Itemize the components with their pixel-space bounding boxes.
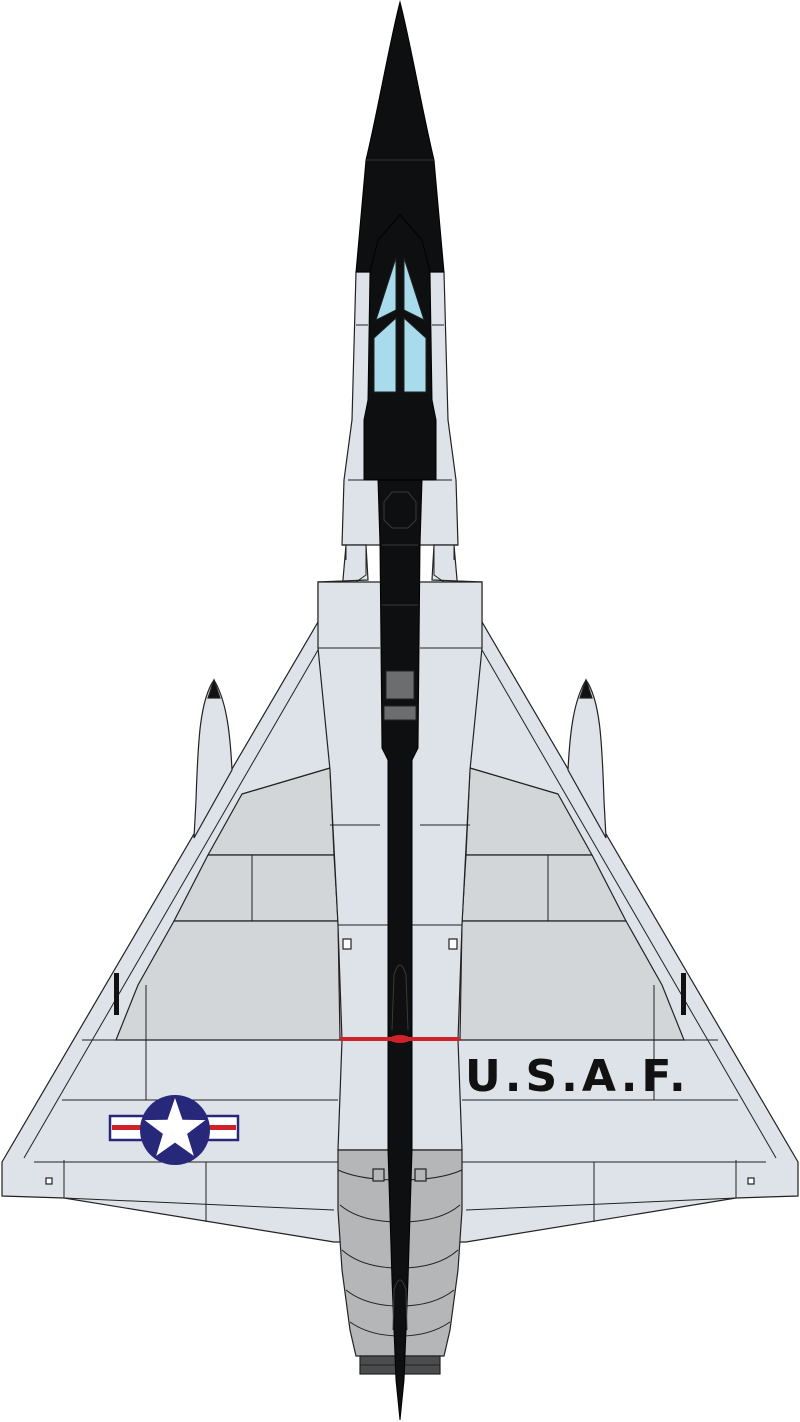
spine-hatch	[383, 491, 417, 529]
spine-antenna-rear	[392, 1279, 408, 1331]
roundel-star-icon	[144, 1098, 206, 1156]
usaf-roundel	[108, 1095, 240, 1165]
wing-pod-right-tip	[579, 678, 593, 699]
wing-pods	[193, 678, 607, 839]
access-panel-left	[342, 938, 352, 950]
canopy-glass-right	[403, 257, 425, 321]
spine-panel-1	[385, 670, 415, 700]
wing-fence-left	[114, 973, 119, 1015]
spine	[355, 0, 445, 1421]
spine-panel-2	[383, 705, 417, 721]
wing-pod-left-tip	[207, 678, 221, 699]
wing-pod-right	[567, 678, 607, 839]
access-panel-right	[448, 938, 458, 950]
wing-pod-left	[193, 678, 233, 839]
canopy-glass	[375, 257, 397, 321]
canopy-rear-right	[403, 316, 427, 393]
spine-antenna	[391, 964, 409, 1031]
wing-fence-right	[681, 973, 686, 1015]
wing-panel-lines	[23, 649, 777, 1222]
red-stripe	[340, 1035, 460, 1043]
wingtip-light-left	[45, 1177, 53, 1185]
canopy-rear	[373, 316, 397, 393]
cockpit-frame	[363, 214, 437, 481]
wingtip-light-right	[747, 1177, 755, 1185]
exhaust-panel-left	[372, 1168, 385, 1182]
usaf-wing-marking: U.S.A.F.	[465, 1051, 690, 1102]
exhaust-panel-right	[414, 1168, 427, 1182]
